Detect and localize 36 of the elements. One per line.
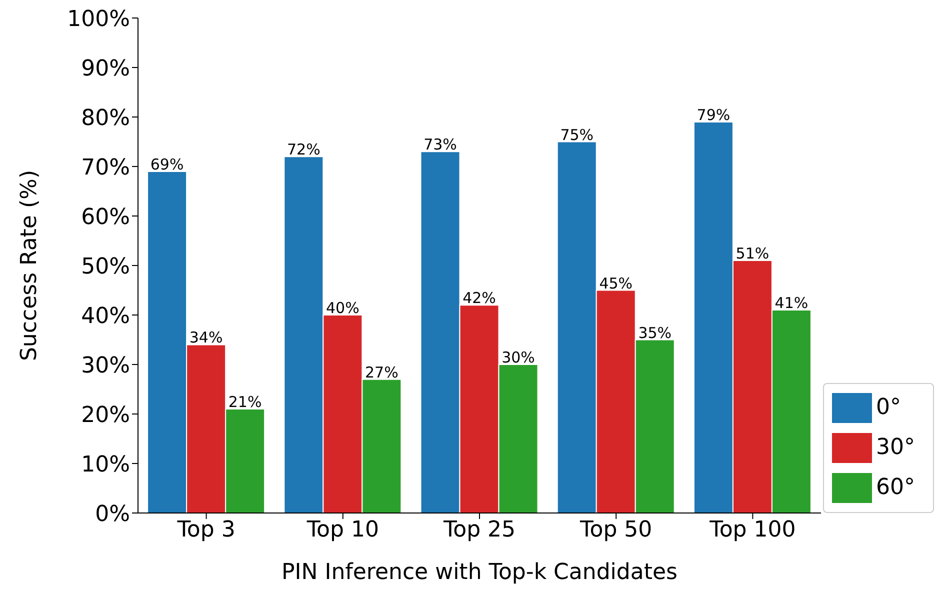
x-tick-label: Top 25 [442,518,516,543]
y-tick-label: 10% [81,452,130,478]
data-label: 30% [502,348,535,366]
y-tick-label: 50% [81,254,130,280]
data-label: 35% [638,324,672,342]
y-tick-label: 60% [81,204,130,230]
data-label: 45% [599,274,633,292]
y-tick-label: 20% [81,402,130,428]
data-label: 73% [424,136,457,154]
legend-label: 60° [876,475,915,500]
y-tick-label: 30% [81,353,130,378]
y-tick-label: 40% [81,304,130,329]
data-label: 27% [364,363,398,382]
x-tick-label: Top 50 [579,518,652,543]
x-axis-title: PIN Inference with Top-k Candidates [282,560,678,585]
data-label: 75% [560,126,594,144]
data-label: 42% [462,289,496,308]
y-tick-label: 100% [67,6,130,32]
x-tick-label: Top 10 [306,518,379,543]
legend-label: 30° [876,435,915,460]
data-label: 72% [286,140,320,159]
data-label: 41% [774,294,808,312]
data-label: 79% [696,106,730,124]
y-tick-label: 90% [81,56,130,82]
data-label: 40% [326,299,360,317]
data-label: 51% [736,244,770,263]
legend-label: 0° [876,395,901,420]
y-tick-label: 70% [81,155,130,180]
y-tick-label: 80% [81,106,130,131]
x-tick-label: Top 100 [708,518,796,543]
data-label: 69% [150,155,184,174]
y-axis-title: Success Rate (%) [16,170,42,362]
data-label: 34% [189,328,223,347]
y-tick-label: 0% [95,502,130,527]
x-tick-label: Top 3 [176,518,236,543]
data-label: 21% [228,393,262,412]
